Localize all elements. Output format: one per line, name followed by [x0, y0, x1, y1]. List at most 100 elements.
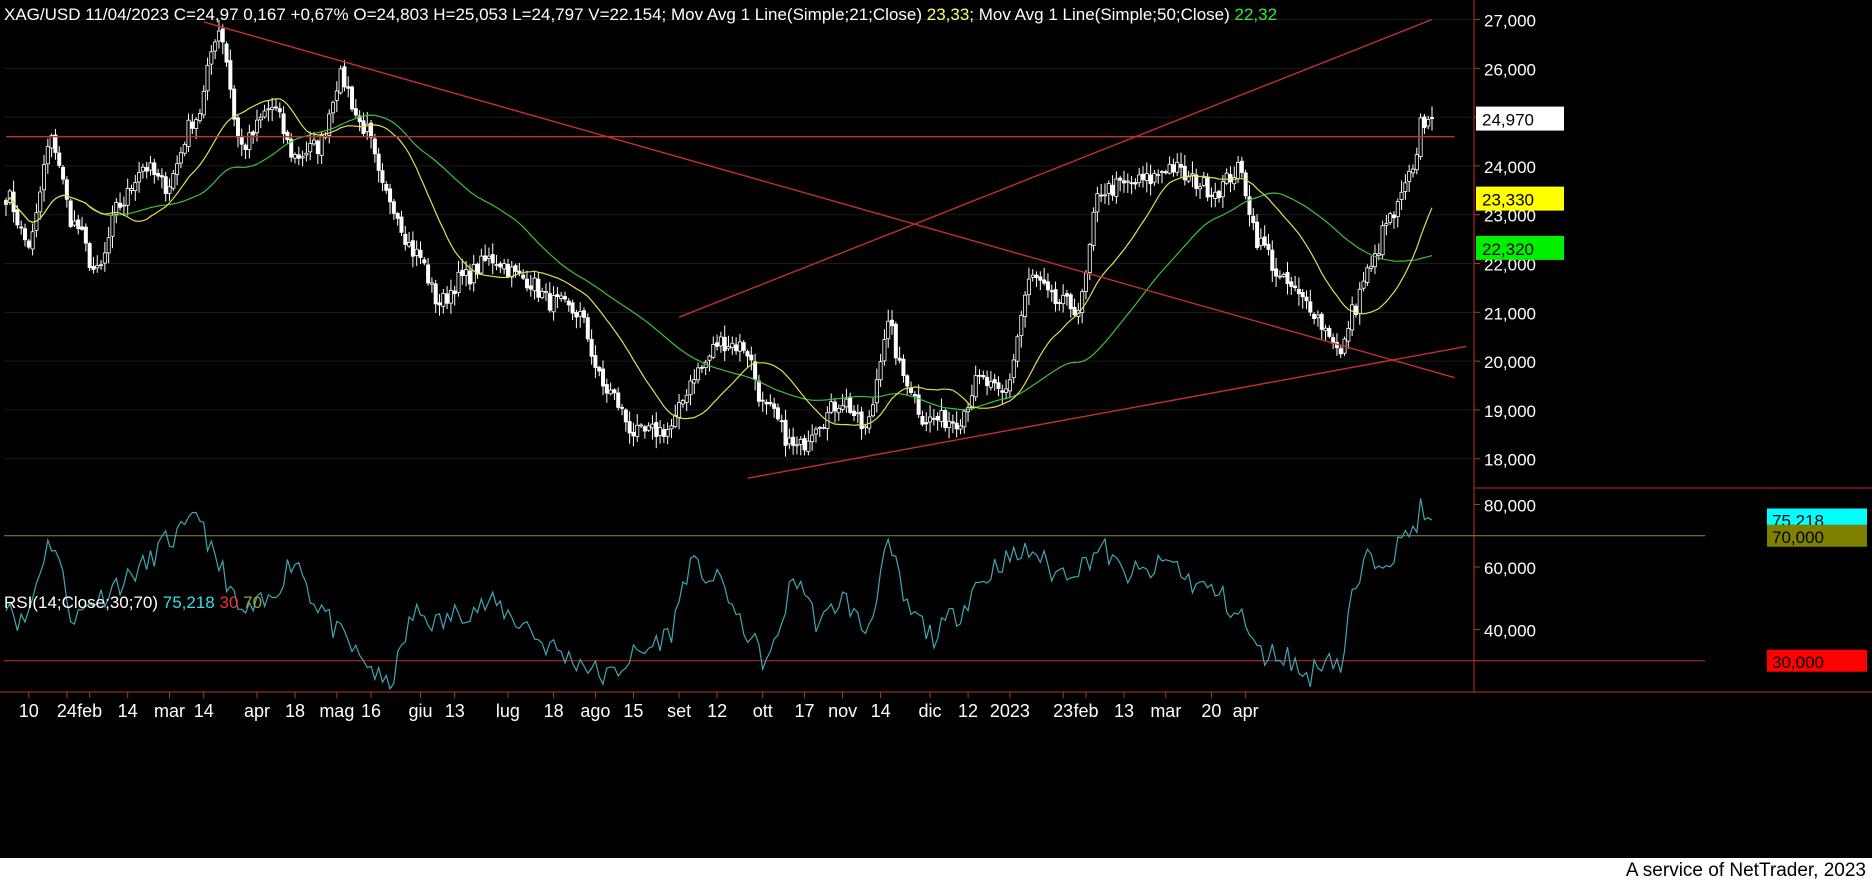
candle [806, 430, 811, 456]
candle [730, 336, 735, 355]
candle-body-down [1000, 390, 1005, 393]
candle [1323, 324, 1328, 341]
candle-body-down [585, 317, 590, 340]
x-tick-label: 14 [118, 701, 138, 721]
candle [1422, 113, 1427, 135]
candle-body-down [783, 419, 788, 446]
candle-body-up [45, 146, 50, 165]
candle [483, 244, 488, 263]
candle-body-down [342, 66, 347, 88]
candle-body-up [540, 290, 545, 299]
candle-body-up [308, 143, 313, 153]
candle-body-up [1372, 253, 1377, 268]
candle-body-down [753, 361, 758, 380]
footer-bar [0, 858, 1872, 888]
candle-body-up [711, 344, 716, 358]
candle [1045, 273, 1050, 298]
candle [658, 420, 663, 444]
candle [509, 261, 514, 288]
candle [262, 104, 267, 119]
price-title-text: XAG/USD 11/04/2023 C=24,97 0,167 +0,67% … [4, 5, 1277, 24]
candle-body-down [1205, 176, 1210, 198]
candle-body-down [1391, 214, 1396, 219]
candle [99, 260, 104, 270]
candle [190, 113, 195, 135]
candle [498, 261, 503, 273]
candle [197, 108, 202, 124]
candle [293, 152, 298, 164]
candle [1171, 158, 1176, 177]
candle [992, 373, 997, 391]
candle-body-down [68, 200, 73, 228]
candle [924, 412, 929, 432]
candle [243, 143, 248, 160]
candle [639, 423, 644, 429]
candle-body-up [1114, 178, 1119, 197]
candle-body-down [1068, 294, 1073, 310]
candle [688, 375, 693, 406]
candle-body-up [486, 255, 491, 259]
price-badge-label: 24,970 [1482, 111, 1534, 130]
candle [460, 258, 465, 285]
candle-body-down [943, 410, 948, 428]
candle-body-up [1236, 162, 1241, 179]
title-part: 70 [243, 593, 262, 612]
candle [228, 49, 233, 99]
candle [1357, 282, 1362, 325]
candle-body-up [102, 252, 107, 264]
candle-body-up [1156, 174, 1161, 176]
chart-svg: 27,00026,00025,00024,00023,00022,00021,0… [0, 0, 1872, 721]
candle [64, 176, 69, 208]
price-y-tick-label: 20,000 [1484, 353, 1536, 372]
candle [871, 398, 876, 418]
rsi-line [5, 498, 1433, 691]
candle [988, 371, 993, 391]
candle-body-up [338, 68, 343, 94]
candle-body-down [87, 243, 92, 269]
candle [1312, 312, 1317, 325]
candle [114, 197, 119, 224]
title-part: 22,32 [1234, 5, 1277, 24]
candle [19, 220, 24, 235]
candle [1365, 264, 1370, 287]
candle-body-down [623, 409, 628, 423]
candle [696, 362, 701, 384]
candle-body-up [969, 395, 974, 408]
candle-body-down [235, 117, 240, 138]
candle-body-down [118, 202, 123, 208]
candle-body-down [23, 228, 28, 241]
candle-body-down [296, 154, 301, 159]
price-badge-bg [1476, 186, 1564, 211]
candle-body-down [597, 366, 602, 372]
candle-body-up [471, 264, 476, 284]
candle-body-down [977, 374, 982, 377]
candle-body-down [593, 355, 598, 368]
x-tick-label: mar [154, 701, 185, 721]
candle [821, 423, 826, 430]
candle-body-down [1304, 296, 1309, 302]
candle [159, 168, 164, 189]
candle [661, 424, 666, 443]
candle-body-down [555, 294, 560, 297]
candle-body-up [171, 173, 176, 189]
candle [376, 147, 381, 183]
candle-body-up [821, 426, 826, 429]
candle [802, 434, 807, 456]
candle [772, 397, 777, 418]
candle-body-down [715, 342, 720, 347]
candle-body-up [270, 106, 275, 110]
candle [829, 393, 834, 415]
candle [1053, 281, 1058, 312]
candle [1129, 175, 1134, 195]
x-tick-label: 13 [1114, 701, 1134, 721]
candle-body-up [1175, 161, 1180, 173]
candle [30, 223, 35, 256]
candle [1391, 211, 1396, 229]
candle [1350, 296, 1355, 337]
candle [817, 425, 822, 438]
candle [182, 141, 187, 157]
candle-body-up [578, 311, 583, 317]
x-tick-label: feb [1073, 701, 1098, 721]
candle-body-down [601, 368, 606, 387]
candle [1038, 271, 1043, 291]
